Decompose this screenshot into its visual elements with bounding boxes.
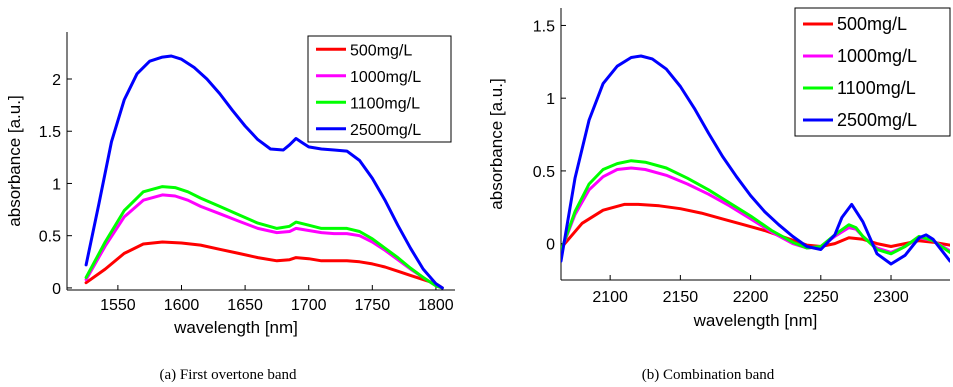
y-tick-label: 1 — [546, 91, 555, 108]
y-tick-label: 2 — [52, 72, 61, 89]
legend-label: 2500mg/L — [837, 110, 917, 130]
x-tick-label: 1800 — [418, 297, 454, 314]
x-tick-label: 2150 — [663, 289, 699, 306]
x-tick-label: 1750 — [355, 297, 391, 314]
x-axis-label: wavelength [nm] — [173, 318, 298, 337]
legend-label: 500mg/L — [837, 14, 907, 34]
x-tick-label: 1550 — [100, 297, 136, 314]
y-tick-label: 0 — [546, 237, 555, 254]
y-tick-label: 1 — [52, 176, 61, 193]
legend-label: 500mg/L — [350, 42, 412, 59]
legend-box — [307, 35, 452, 143]
x-tick-label: 2300 — [873, 289, 909, 306]
panel-combination: 2100 2150 2200 2250 2300 0 0.5 1 1.5 wavelength [… — [487, 7, 951, 330]
x-axis-label: wavelength [nm] — [693, 311, 818, 330]
y-tick-label: 1.5 — [533, 18, 555, 35]
x-tick-label: 2200 — [733, 289, 769, 306]
y-tick-label: 0.5 — [533, 164, 555, 181]
x-tick-label: 1650 — [227, 297, 263, 314]
series-line — [561, 166, 950, 254]
legend-box — [794, 7, 951, 137]
legend-label: 1100mg/L — [350, 95, 420, 112]
x-tick-label: 2250 — [803, 289, 839, 306]
legend-label: 1000mg/L — [350, 69, 421, 86]
y-axis-label: absorbance [a.u.] — [487, 78, 506, 209]
series-line — [84, 240, 444, 290]
x-tick-label: 2100 — [592, 289, 628, 306]
x-tick-label: 1600 — [164, 297, 200, 314]
legend-label: 1100mg/L — [837, 78, 916, 98]
legend-label: 2500mg/L — [350, 122, 421, 139]
y-tick-label: 0.5 — [39, 229, 61, 246]
series-line — [84, 185, 444, 290]
x-tick-label: 1700 — [291, 297, 327, 314]
series-line — [84, 54, 444, 290]
caption-a: (a) First overtone band — [159, 367, 297, 383]
y-axis-label: absorbance [a.u.] — [5, 95, 24, 226]
series-line — [561, 54, 950, 266]
legend-label: 1000mg/L — [837, 46, 917, 66]
series-line — [561, 159, 950, 256]
caption-b: (b) Combination band — [642, 367, 775, 383]
series-line — [561, 202, 950, 250]
y-tick-label: 0 — [52, 281, 61, 298]
series-line — [84, 193, 444, 290]
y-tick-label: 1.5 — [39, 124, 61, 141]
panel-first-overtone: 1550 1600 1650 1700 1750 1800 0 0.5 1 1.5 2 wavelen… — [5, 32, 455, 337]
